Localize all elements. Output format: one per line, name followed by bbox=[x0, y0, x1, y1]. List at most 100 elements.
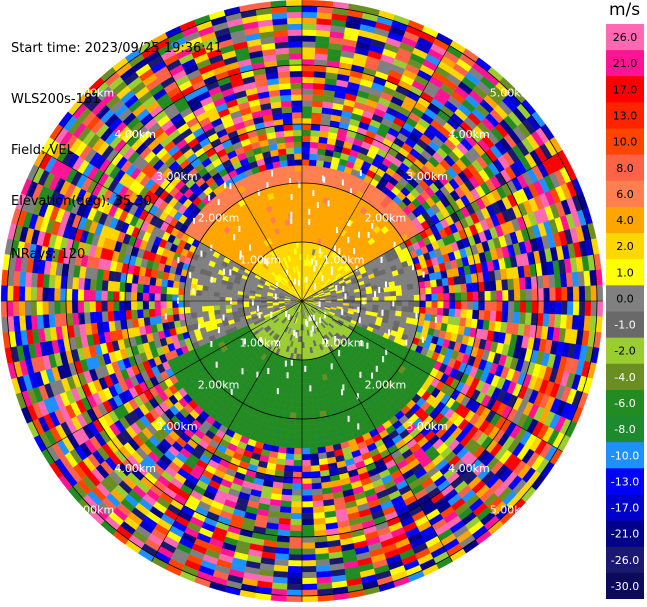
velocity-gate bbox=[301, 206, 308, 213]
velocity-gate bbox=[89, 311, 97, 324]
velocity-gate bbox=[36, 300, 43, 316]
velocity-gate bbox=[286, 441, 295, 449]
velocity-gate bbox=[275, 541, 290, 549]
velocity-gate bbox=[155, 315, 163, 325]
velocity-gate bbox=[83, 289, 91, 302]
velocity-gate bbox=[213, 300, 220, 306]
velocity-gate bbox=[201, 300, 208, 307]
velocity-gate bbox=[274, 559, 289, 567]
velocity-gate bbox=[413, 294, 421, 302]
velocity-gate bbox=[301, 418, 309, 426]
velocity-gate bbox=[360, 294, 367, 299]
velocity-gate bbox=[89, 278, 97, 291]
velocity-gate bbox=[236, 297, 244, 302]
velocity-gate bbox=[301, 536, 315, 544]
velocity-gate bbox=[384, 296, 391, 302]
velocity-gate bbox=[95, 290, 102, 302]
velocity-gate bbox=[301, 171, 309, 178]
velocity-gate bbox=[437, 293, 444, 302]
velocity-gate bbox=[293, 454, 303, 461]
velocity-gate bbox=[306, 200, 313, 208]
velocity-gate bbox=[496, 300, 503, 312]
velocity-gate bbox=[301, 141, 311, 148]
velocity-gate bbox=[280, 494, 292, 502]
velocity-gate bbox=[311, 106, 323, 114]
velocity-gate bbox=[107, 280, 115, 292]
velocity-gate bbox=[107, 290, 114, 302]
velocity-gate bbox=[560, 314, 568, 329]
velocity-gate bbox=[287, 565, 303, 573]
velocity-gate bbox=[292, 477, 303, 485]
velocity-gate bbox=[314, 171, 323, 179]
velocity-gate bbox=[288, 418, 296, 425]
velocity-gate bbox=[402, 295, 409, 302]
velocity-gate bbox=[312, 100, 324, 108]
velocity-gate bbox=[395, 290, 403, 297]
velocity-gate bbox=[301, 377, 307, 384]
velocity-gate bbox=[301, 571, 317, 579]
velocity-gate bbox=[18, 286, 26, 302]
velocity-gate bbox=[301, 353, 306, 361]
velocity-gate bbox=[287, 435, 296, 443]
velocity-gate bbox=[301, 176, 309, 184]
velocity-gate bbox=[301, 489, 313, 496]
velocity-gate bbox=[295, 406, 303, 414]
velocity-gate bbox=[301, 230, 306, 237]
velocity-gate bbox=[413, 288, 420, 296]
velocity-gate bbox=[407, 294, 415, 302]
velocity-gate bbox=[6, 285, 14, 302]
velocity-gate bbox=[207, 305, 215, 312]
velocity-gate bbox=[316, 440, 326, 448]
velocity-gate bbox=[30, 286, 38, 302]
velocity-gate bbox=[460, 283, 468, 293]
velocity-gate bbox=[125, 282, 133, 293]
velocity-gate bbox=[298, 365, 303, 372]
velocity-gate bbox=[301, 442, 310, 449]
velocity-gate bbox=[449, 300, 456, 310]
velocity-gate bbox=[288, 542, 303, 549]
velocity-gate bbox=[301, 347, 305, 355]
velocity-gate bbox=[311, 394, 318, 401]
velocity-gate bbox=[201, 305, 209, 312]
velocity-gate bbox=[436, 307, 444, 316]
velocity-gate bbox=[6, 300, 14, 317]
velocity-gate bbox=[307, 194, 314, 202]
velocity-gate bbox=[280, 429, 289, 437]
velocity-gate bbox=[207, 310, 215, 316]
velocity-gate bbox=[513, 300, 521, 313]
velocity-gate bbox=[95, 300, 102, 312]
velocity-gate bbox=[315, 559, 330, 567]
velocity-gate bbox=[317, 148, 327, 156]
velocity-gate bbox=[54, 287, 61, 302]
velocity-gate bbox=[291, 483, 303, 490]
velocity-gate bbox=[284, 405, 292, 413]
velocity-gate bbox=[442, 285, 450, 294]
velocity-gate bbox=[472, 300, 480, 311]
velocity-gate bbox=[286, 589, 303, 597]
velocity-gate bbox=[317, 398, 325, 407]
velocity-gate bbox=[560, 273, 568, 288]
velocity-gate bbox=[400, 311, 408, 318]
velocity-gate bbox=[441, 277, 449, 287]
velocity-gate bbox=[77, 289, 85, 302]
velocity-gate bbox=[301, 112, 313, 119]
velocity-gate bbox=[101, 279, 109, 291]
velocity-gate bbox=[48, 300, 55, 315]
velocity-gate bbox=[113, 300, 120, 312]
velocity-gate bbox=[291, 495, 303, 502]
velocity-gate bbox=[460, 309, 468, 319]
velocity-gate bbox=[183, 294, 191, 302]
velocity-gate bbox=[285, 447, 295, 455]
velocity-gate bbox=[154, 293, 161, 302]
velocity-gate bbox=[290, 512, 303, 520]
velocity-gate bbox=[301, 560, 317, 567]
velocity-gate bbox=[113, 290, 120, 302]
velocity-gate bbox=[42, 300, 49, 315]
velocity-gate bbox=[24, 286, 32, 302]
velocity-gate bbox=[260, 300, 267, 304]
velocity-gate bbox=[161, 278, 169, 287]
velocity-gate bbox=[308, 435, 317, 443]
velocity-gate bbox=[301, 194, 308, 201]
velocity-gate bbox=[309, 447, 319, 455]
velocity-gate bbox=[478, 291, 486, 302]
